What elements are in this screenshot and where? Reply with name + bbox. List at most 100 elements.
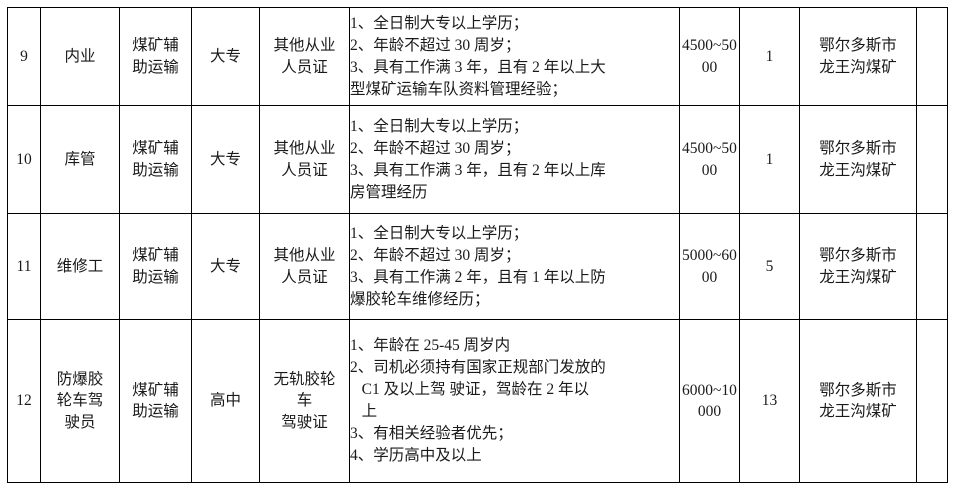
post-lines: 防爆胶 轮车驾 驶员 [41,369,119,433]
major-line: 助运输 [132,403,179,420]
post-line: 维修工 [56,257,104,275]
cell-employer: 鄂尔多斯市 龙王沟煤矿 [799,105,917,214]
certificate-line: 人员证 [281,268,328,286]
education-value: 大专 [209,150,241,168]
certificate-lines: 无轨胶轮 车 驾驶证 [260,369,349,433]
requirement-line: C1 及以上驾 驶证，驾龄在 2 年以 [350,381,589,398]
table-row: 12 防爆胶 轮车驾 驶员 煤矿辅 助运输 高中 [7,319,948,483]
count-value: 13 [761,392,778,410]
cell-certificate: 其他从业 人员证 [259,213,350,320]
cell-employer: 鄂尔多斯市 龙王沟煤矿 [799,319,917,483]
cell-count: 1 [739,105,800,214]
education-value: 大专 [209,47,241,65]
cell-index: 11 [7,213,41,320]
recruitment-table: 9 内业 煤矿辅 助运输 大专 [7,7,948,483]
employer-line: 鄂尔多斯市 [819,37,897,55]
requirement-line: 2、年龄不超过 30 周岁； [350,36,521,54]
requirement-line: 2、司机必须持有国家正规部门发放的 [350,359,606,376]
major-line: 煤矿辅 [132,247,179,265]
requirements-list: 1、全日制大专以上学历； 2、年龄不超过 30 周岁； 3、具有工作满 3 年，… [350,116,679,204]
index-value: 12 [16,392,32,410]
cell-count: 1 [739,7,800,106]
cell-major: 煤矿辅 助运输 [119,7,192,106]
cell-blank [916,213,948,320]
employer-line: 鄂尔多斯市 [819,381,897,399]
count-value: 5 [765,257,774,275]
cell-salary: 4500~5000 [679,7,740,106]
index-value: 10 [16,150,32,168]
employer-lines: 鄂尔多斯市 龙王沟煤矿 [800,35,916,78]
requirement-line: 3、具有工作满 3 年，且有 2 年以上库 [350,161,606,179]
major-line: 助运输 [132,161,179,179]
requirement-line: 4、学历高中及以上 [350,447,482,464]
employer-line: 龙王沟煤矿 [819,268,897,286]
index-value: 11 [16,257,32,275]
requirement-line: 2、年龄不超过 30 周岁； [350,139,521,157]
post-lines: 维修工 [41,256,119,277]
requirements-list: 1、年龄在 25-45 周岁内 2、司机必须持有国家正规部门发放的 C1 及以上… [350,335,679,467]
requirement-line: 上 [350,403,378,420]
certificate-line: 人员证 [281,161,328,179]
employer-line: 龙王沟煤矿 [819,403,897,420]
employer-lines: 鄂尔多斯市 龙王沟煤矿 [800,380,916,423]
certificate-line: 车 [296,392,313,410]
requirement-line: 1、年龄在 25-45 周岁内 [350,337,511,354]
certificate-lines: 其他从业 人员证 [260,245,349,288]
cell-education: 高中 [191,319,260,483]
major-line: 煤矿辅 [132,381,179,399]
major-line: 助运输 [132,268,179,286]
cell-certificate: 其他从业 人员证 [259,7,350,106]
requirement-line: 3、具有工作满 3 年，且有 2 年以上大 [350,58,606,76]
cell-certificate: 无轨胶轮 车 驾驶证 [259,319,350,483]
major-line: 煤矿辅 [132,37,179,55]
requirement-line: 型煤矿运输车队资料管理经验； [350,80,568,98]
requirement-line: 爆胶轮车维修经历； [350,290,490,308]
cell-index: 10 [7,105,41,214]
cell-post: 库管 [40,105,120,214]
table-body: 9 内业 煤矿辅 助运输 大专 [7,7,948,483]
education-value: 高中 [209,392,241,410]
cell-major: 煤矿辅 助运输 [119,105,192,214]
cell-post: 防爆胶 轮车驾 驶员 [40,319,120,483]
cell-requirements: 1、年龄在 25-45 周岁内 2、司机必须持有国家正规部门发放的 C1 及以上… [349,319,680,483]
cell-requirements: 1、全日制大专以上学历； 2、年龄不超过 30 周岁； 3、具有工作满 3 年，… [349,105,680,214]
certificate-line: 驾驶证 [281,413,328,431]
employer-line: 龙王沟煤矿 [819,161,897,179]
cell-blank [916,319,948,483]
certificate-line: 其他从业 [273,140,336,158]
post-line: 内业 [64,47,96,65]
cell-index: 9 [7,7,41,106]
cell-blank [916,7,948,106]
cell-post: 维修工 [40,213,120,320]
cell-salary: 4500~5000 [679,105,740,214]
cell-major: 煤矿辅 助运输 [119,213,192,320]
education-value: 大专 [209,257,241,275]
cell-certificate: 其他从业 人员证 [259,105,350,214]
cell-education: 大专 [191,213,260,320]
cell-blank [916,105,948,214]
cell-employer: 鄂尔多斯市 龙王沟煤矿 [799,213,917,320]
requirements-list: 1、全日制大专以上学历； 2、年龄不超过 30 周岁； 3、具有工作满 3 年，… [350,13,679,101]
major-lines: 煤矿辅 助运输 [120,380,191,423]
cell-education: 大专 [191,105,260,214]
count-value: 1 [765,150,774,168]
table-row: 10 库管 煤矿辅 助运输 大专 [7,105,948,214]
certificate-line: 其他从业 [273,247,336,265]
post-lines: 库管 [41,149,119,170]
employer-line: 鄂尔多斯市 [819,140,897,158]
major-lines: 煤矿辅 助运输 [120,138,191,181]
employer-lines: 鄂尔多斯市 龙王沟煤矿 [800,245,916,288]
cell-salary: 6000~10000 [679,319,740,483]
table-row: 9 内业 煤矿辅 助运输 大专 [7,7,948,106]
cell-index: 12 [7,319,41,483]
requirement-line: 房管理经历 [350,183,428,201]
major-line: 煤矿辅 [132,140,179,158]
certificate-line: 人员证 [281,58,328,76]
major-lines: 煤矿辅 助运输 [120,35,191,78]
requirement-line: 1、全日制大专以上学历； [350,224,529,242]
cell-employer: 鄂尔多斯市 龙王沟煤矿 [799,7,917,106]
cell-count: 13 [739,319,800,483]
certificate-line: 无轨胶轮 [273,370,336,388]
post-line: 库管 [64,150,96,168]
